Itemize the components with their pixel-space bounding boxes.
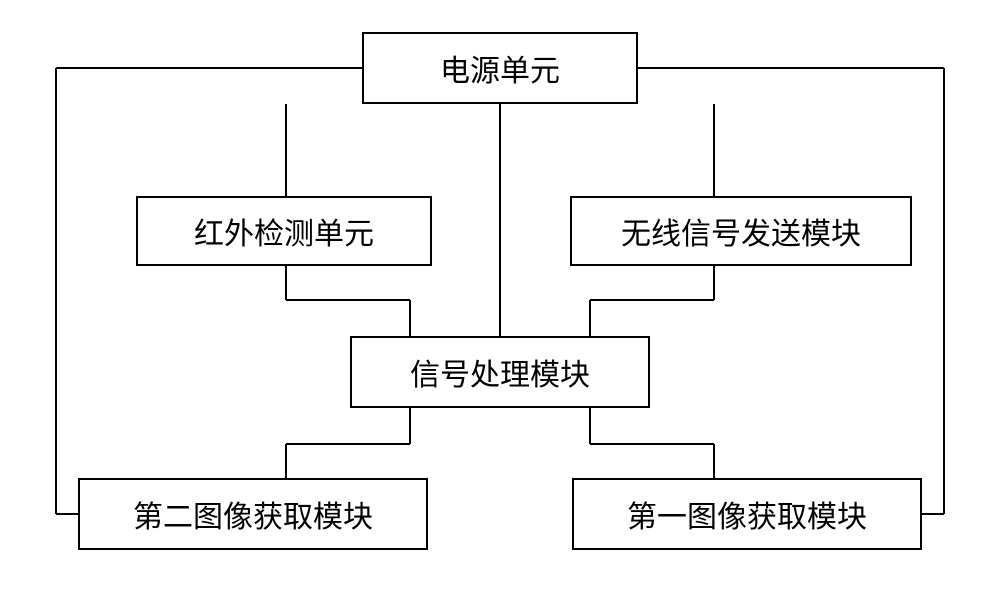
node-power-label: 电源单元 [440, 46, 560, 90]
node-wireless: 无线信号发送模块 [570, 196, 912, 266]
node-img1: 第一图像获取模块 [572, 478, 922, 550]
node-img1-label: 第一图像获取模块 [627, 492, 867, 536]
node-ir-label: 红外检测单元 [194, 209, 374, 253]
diagram-canvas: 电源单元 红外检测单元 无线信号发送模块 信号处理模块 第二图像获取模块 第一图… [0, 0, 1000, 594]
node-ir: 红外检测单元 [136, 196, 432, 266]
node-sigproc: 信号处理模块 [350, 336, 650, 408]
node-wireless-label: 无线信号发送模块 [621, 209, 861, 253]
node-img2-label: 第二图像获取模块 [133, 492, 373, 536]
node-power: 电源单元 [362, 32, 638, 104]
node-img2: 第二图像获取模块 [78, 478, 428, 550]
node-sigproc-label: 信号处理模块 [410, 350, 590, 394]
